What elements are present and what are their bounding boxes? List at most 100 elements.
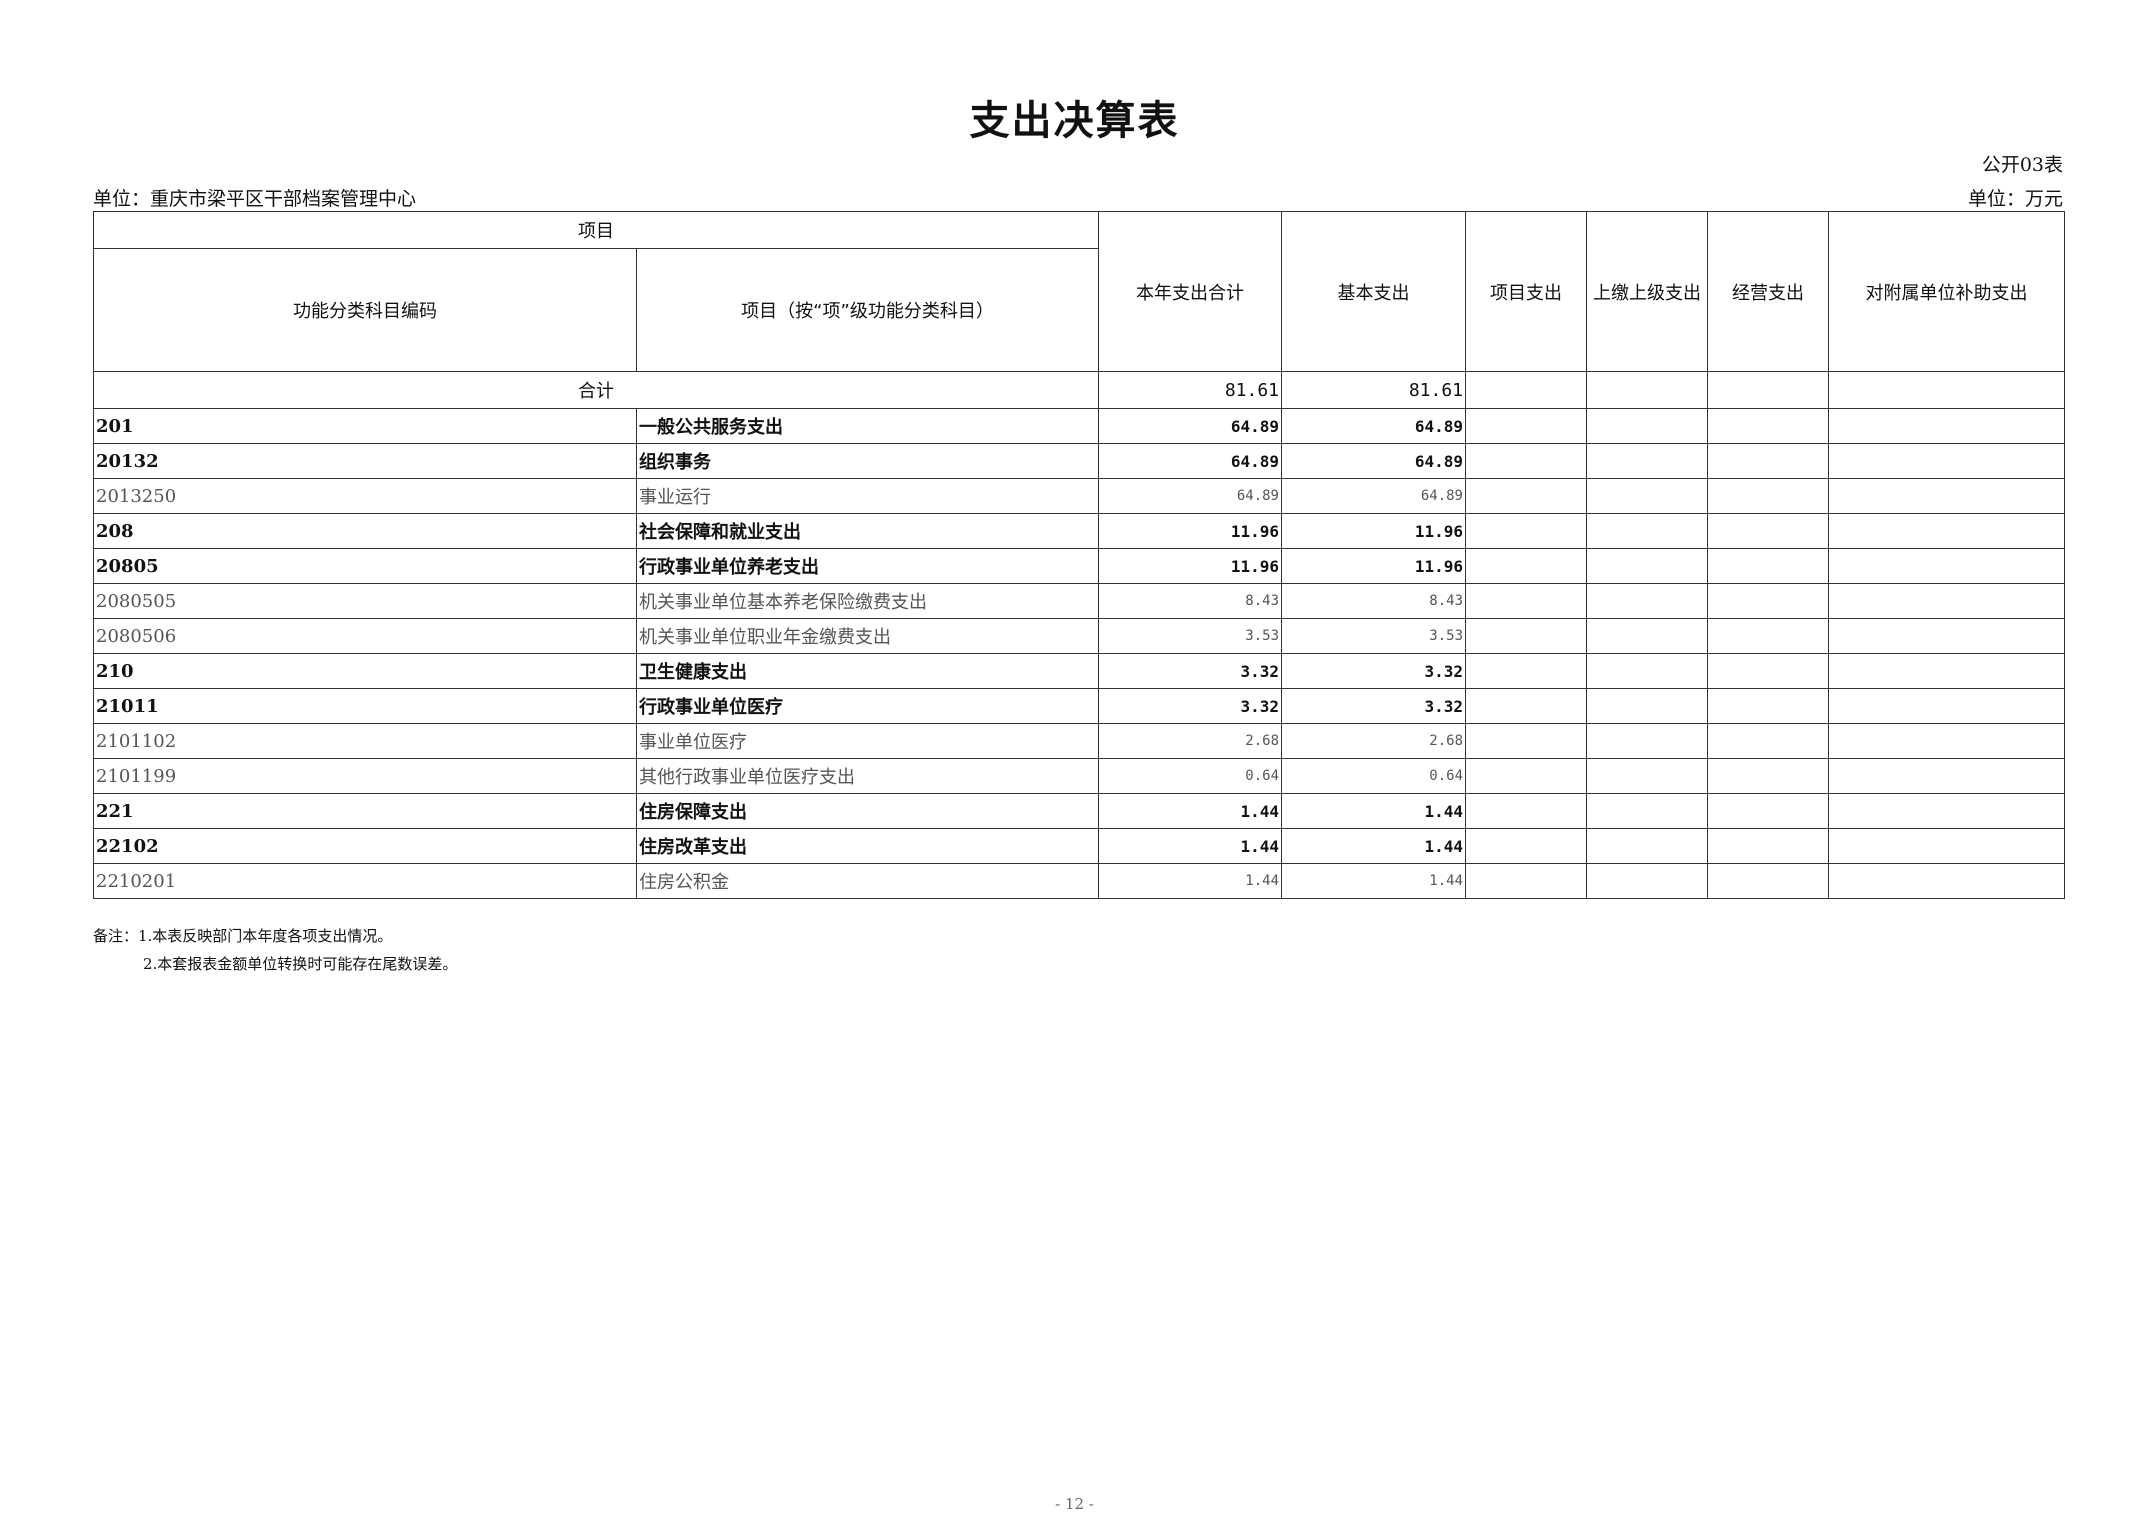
empty-cell: [1707, 828, 1829, 864]
empty-cell: [1586, 548, 1708, 584]
empty-cell: [1707, 688, 1829, 724]
empty-cell: [1828, 408, 2065, 444]
empty-cell: [1828, 443, 2065, 479]
empty-cell: [1828, 548, 2065, 584]
empty-cell: [1707, 478, 1829, 514]
row-total: 3.32: [1098, 653, 1282, 689]
row-name: 机关事业单位职业年金缴费支出: [636, 618, 1099, 654]
empty-cell: [1465, 793, 1587, 829]
empty-cell: [1586, 793, 1708, 829]
row-total: 8.43: [1098, 583, 1282, 619]
empty-cell: [1586, 863, 1708, 899]
row-code: 221: [93, 793, 637, 829]
empty-cell: [1828, 723, 2065, 759]
row-name: 行政事业单位养老支出: [636, 548, 1099, 584]
table-row: 21011 行政事业单位医疗 3.32 3.32: [93, 688, 2065, 724]
row-basic: 11.96: [1281, 548, 1466, 584]
header-total: 本年支出合计: [1098, 211, 1282, 372]
row-basic: 1.44: [1281, 793, 1466, 829]
row-total: 64.89: [1098, 478, 1282, 514]
row-code: 21011: [93, 688, 637, 724]
row-total: 1.44: [1098, 793, 1282, 829]
header-project: 项目支出: [1465, 211, 1587, 372]
notes: 备注：1.本表反映部门本年度各项支出情况。 2.本套报表金额单位转换时可能存在尾…: [93, 922, 457, 978]
row-name: 住房保障支出: [636, 793, 1099, 829]
page-number: - 12 -: [1055, 1495, 1094, 1513]
empty-cell: [1586, 688, 1708, 724]
row-code: 22102: [93, 828, 637, 864]
row-basic: 3.32: [1281, 653, 1466, 689]
empty-cell: [1465, 548, 1587, 584]
empty-cell: [1828, 863, 2065, 899]
empty-cell: [1586, 653, 1708, 689]
empty-cell: [1465, 828, 1587, 864]
empty-cell: [1586, 478, 1708, 514]
empty-cell: [1707, 653, 1829, 689]
row-total: 0.64: [1098, 758, 1282, 794]
table-row: 2101102 事业单位医疗 2.68 2.68: [93, 723, 2065, 759]
reporting-unit: 单位：重庆市梁平区干部档案管理中心: [93, 188, 417, 210]
empty-cell: [1828, 828, 2065, 864]
row-code: 20132: [93, 443, 637, 479]
row-basic: 3.32: [1281, 688, 1466, 724]
total-label: 合计: [93, 371, 1099, 409]
empty-cell: [1707, 408, 1829, 444]
empty-cell: [1828, 583, 2065, 619]
expenditure-table: 项目 本年支出合计 基本支出 项目支出 上缴上级支出 经营支出 对附属单位补助支…: [93, 211, 2065, 899]
row-code: 2013250: [93, 478, 637, 514]
row-total: 2.68: [1098, 723, 1282, 759]
row-basic: 1.44: [1281, 828, 1466, 864]
empty-cell: [1465, 478, 1587, 514]
empty-cell: [1707, 758, 1829, 794]
header-code: 功能分类科目编码: [93, 248, 637, 372]
empty-cell: [1828, 758, 2065, 794]
empty-cell: [1707, 618, 1829, 654]
row-total: 11.96: [1098, 548, 1282, 584]
header-item-group: 项目: [93, 211, 1099, 249]
row-name: 事业运行: [636, 478, 1099, 514]
note-1: 备注：1.本表反映部门本年度各项支出情况。: [93, 927, 393, 945]
note-2: 2.本套报表金额单位转换时可能存在尾数误差。: [143, 955, 458, 973]
empty-cell: [1707, 443, 1829, 479]
row-code: 2080506: [93, 618, 637, 654]
empty-cell: [1465, 723, 1587, 759]
row-name: 社会保障和就业支出: [636, 513, 1099, 549]
empty-cell: [1707, 548, 1829, 584]
table-row: 2080506 机关事业单位职业年金缴费支出 3.53 3.53: [93, 618, 2065, 654]
empty-cell: [1586, 723, 1708, 759]
row-name: 卫生健康支出: [636, 653, 1099, 689]
row-code: 2080505: [93, 583, 637, 619]
empty-cell: [1465, 583, 1587, 619]
empty-cell: [1828, 513, 2065, 549]
empty-cell: [1465, 863, 1587, 899]
empty-cell: [1465, 688, 1587, 724]
table-row: 2210201 住房公积金 1.44 1.44: [93, 863, 2065, 899]
page-title: 支出决算表: [969, 98, 1180, 144]
row-basic: 1.44: [1281, 863, 1466, 899]
row-code: 210: [93, 653, 637, 689]
row-name: 住房公积金: [636, 863, 1099, 899]
row-code: 20805: [93, 548, 637, 584]
row-code: 2210201: [93, 863, 637, 899]
row-basic: 0.64: [1281, 758, 1466, 794]
currency-unit: 单位：万元: [1967, 188, 2063, 210]
row-name: 一般公共服务支出: [636, 408, 1099, 444]
row-total: 3.32: [1098, 688, 1282, 724]
empty-cell: [1586, 618, 1708, 654]
empty-cell: [1828, 478, 2065, 514]
row-name: 行政事业单位医疗: [636, 688, 1099, 724]
header-name: 项目（按“项”级功能分类科目）: [636, 248, 1099, 372]
table-row: 20805 行政事业单位养老支出 11.96 11.96: [93, 548, 2065, 584]
row-total: 1.44: [1098, 863, 1282, 899]
table-row: 2080505 机关事业单位基本养老保险缴费支出 8.43 8.43: [93, 583, 2065, 619]
row-total: 64.89: [1098, 443, 1282, 479]
empty-cell: [1828, 653, 2065, 689]
empty-cell: [1586, 758, 1708, 794]
empty-cell: [1707, 583, 1829, 619]
empty-cell: [1465, 513, 1587, 549]
row-basic: 2.68: [1281, 723, 1466, 759]
table-row: 20132 组织事务 64.89 64.89: [93, 443, 2065, 479]
table-row: 201 一般公共服务支出 64.89 64.89: [93, 408, 2065, 444]
header-business: 经营支出: [1707, 211, 1829, 372]
empty-cell: [1586, 408, 1708, 444]
